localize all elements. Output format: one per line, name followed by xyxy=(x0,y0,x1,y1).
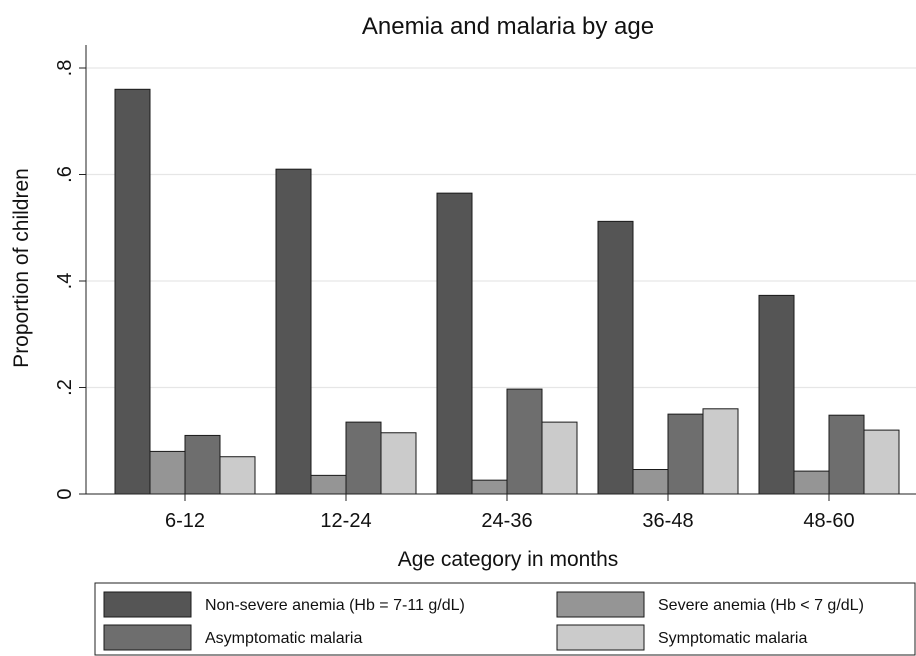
bar xyxy=(702,408,739,495)
chart-title: Anemia and malaria by age xyxy=(362,13,654,40)
x-tick-label: 6-12 xyxy=(165,510,205,532)
bar xyxy=(345,421,382,495)
legend-swatch xyxy=(103,624,192,651)
legend-swatch xyxy=(103,591,192,618)
y-tick-label: .4 xyxy=(54,273,76,290)
bar xyxy=(149,450,186,495)
axes: 0 .2 .4 .6 .8 6-12 12-24 24-36 36-48 48-60 xyxy=(54,45,916,532)
bars xyxy=(114,88,900,495)
bar xyxy=(471,479,508,495)
bar xyxy=(863,429,900,495)
bar xyxy=(114,88,151,495)
bar xyxy=(758,294,795,495)
y-tick-label: .6 xyxy=(54,166,76,183)
x-tick-label: 24-36 xyxy=(481,510,532,532)
bar xyxy=(380,432,417,495)
legend-frame xyxy=(94,582,916,656)
x-tick-label: 48-60 xyxy=(803,510,854,532)
y-tick-label: 0 xyxy=(54,488,76,499)
legend-label: Severe anemia (Hb < 7 g/dL) xyxy=(658,597,864,614)
bar xyxy=(597,220,634,495)
bar xyxy=(310,474,347,495)
y-axis-title: Proportion of children xyxy=(10,168,33,368)
bar xyxy=(275,168,312,495)
legend-label: Non-severe anemia (Hb = 7-11 g/dL) xyxy=(205,597,465,614)
bar xyxy=(541,421,578,495)
x-tick-label: 36-48 xyxy=(642,510,693,532)
legend-swatch xyxy=(556,624,645,651)
bar xyxy=(828,414,865,495)
legend: Non-severe anemia (Hb = 7-11 g/dL) Severe… xyxy=(94,582,916,656)
legend-label: Asymptomatic malaria xyxy=(205,630,362,647)
bar xyxy=(219,456,256,495)
y-tick-label: .8 xyxy=(54,60,76,77)
bar xyxy=(506,388,543,495)
bar xyxy=(436,192,473,495)
bar xyxy=(184,434,221,495)
legend-label: Symptomatic malaria xyxy=(658,630,807,647)
x-tick-label: 12-24 xyxy=(320,510,371,532)
bar xyxy=(667,413,704,495)
y-tick-label: .2 xyxy=(54,379,76,396)
bar xyxy=(793,470,830,495)
legend-swatch xyxy=(556,591,645,618)
bar xyxy=(632,469,669,495)
x-axis-title: Age category in months xyxy=(398,548,619,571)
